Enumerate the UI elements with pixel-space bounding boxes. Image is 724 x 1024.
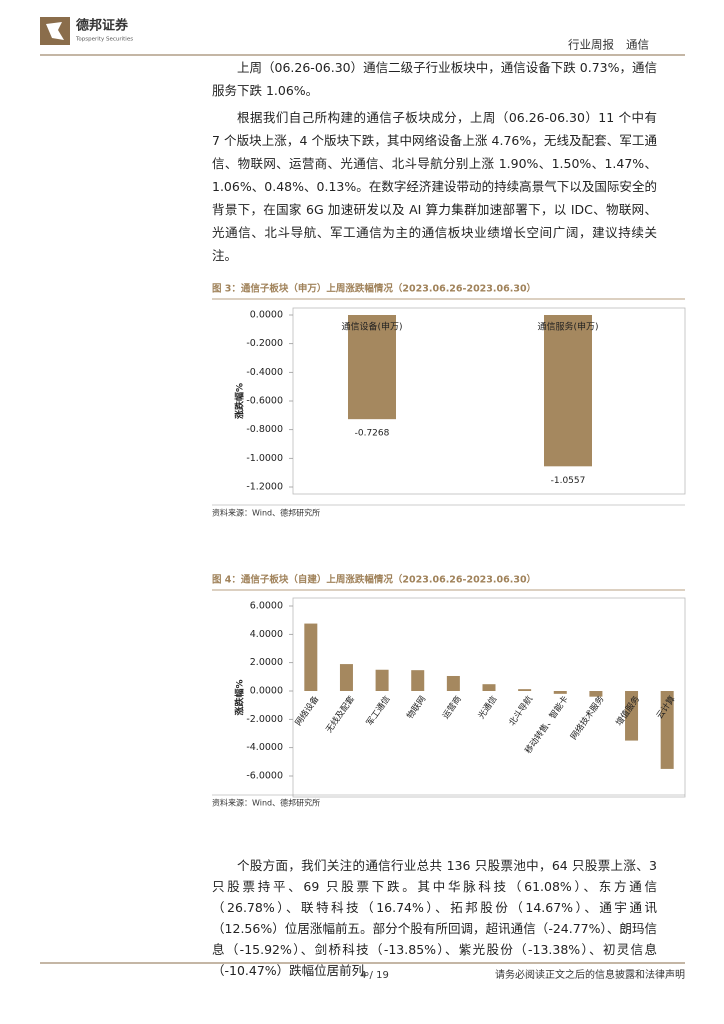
category-label: 网络技术服务 xyxy=(568,693,607,741)
bar xyxy=(482,684,496,691)
y-tick-label: -1.0000 xyxy=(246,453,283,464)
category-label: 北斗导航 xyxy=(507,693,536,728)
y-tick-label: -6.0000 xyxy=(246,771,283,782)
paragraph: 根据我们自己所构建的通信子板块成分，上周（06.26-06.30）11 个中有 … xyxy=(212,110,657,263)
y-tick-label: 4.0000 xyxy=(250,629,283,640)
y-axis-label: 涨跌幅% xyxy=(234,383,246,419)
y-tick-label: -0.2000 xyxy=(246,338,283,349)
bar xyxy=(339,664,353,691)
plot-frame xyxy=(292,597,686,798)
brand-en: Topsperity Securities xyxy=(75,37,133,43)
source: 资料来源：Wind、德邦研究所 xyxy=(212,508,320,518)
bar xyxy=(446,675,460,691)
y-tick-label: -4.0000 xyxy=(246,742,283,753)
category-label: 网络设备 xyxy=(293,693,322,728)
bar xyxy=(304,623,318,691)
bar xyxy=(589,691,603,697)
paragraph: 个股方面，我们关注的通信行业总共 136 只股票池中，64 只股票上涨、3 只股… xyxy=(212,858,657,978)
y-tick-label: 0.0000 xyxy=(250,310,283,321)
y-tick-label: 2.0000 xyxy=(250,657,283,668)
logo xyxy=(40,17,70,45)
category-label: 通信设备(申万) xyxy=(341,321,402,333)
bar xyxy=(518,689,532,691)
y-tick-label: -0.4000 xyxy=(246,367,283,378)
page-number: 4 / 19 xyxy=(360,970,389,981)
category-label: 无线及配套 xyxy=(324,693,358,735)
bar xyxy=(553,691,567,694)
report-type: 行业周报 xyxy=(568,38,614,52)
figure-title: 图 4：通信子板块（自建）上周涨跌幅情况（2023.06.26-2023.06.… xyxy=(212,574,536,586)
bar xyxy=(375,669,389,691)
category-label: 运营商 xyxy=(440,694,464,721)
category-label: 物联网 xyxy=(405,694,429,721)
y-tick-label: -2.0000 xyxy=(246,714,283,725)
bar xyxy=(660,691,674,769)
value-label: -0.7268 xyxy=(355,429,390,439)
paragraph: 上周（06.26-06.30）通信二级子行业板块中，通信设备下跌 0.73%，通… xyxy=(212,60,657,98)
bar xyxy=(625,691,639,741)
sector: 通信 xyxy=(626,38,649,52)
y-tick-label: -0.8000 xyxy=(246,424,283,435)
disclaimer: 请务必阅读正文之后的信息披露和法律声明 xyxy=(495,968,685,981)
bar xyxy=(348,315,396,420)
category-label: 通信服务(申万) xyxy=(537,321,598,333)
y-axis-label: 涨跌幅% xyxy=(234,679,246,715)
category-label: 军工通信 xyxy=(364,693,393,728)
figure-title: 图 3：通信子板块（申万）上周涨跌幅情况（2023.06.26-2023.06.… xyxy=(212,283,536,295)
category-label: 光通信 xyxy=(476,693,500,721)
y-tick-label: -1.2000 xyxy=(246,482,283,493)
y-tick-label: 6.0000 xyxy=(250,601,283,612)
bar xyxy=(544,315,592,467)
brand: 德邦证券 xyxy=(76,18,129,34)
y-tick-label: -0.6000 xyxy=(246,396,283,407)
value-label: -1.0557 xyxy=(551,476,586,486)
bar xyxy=(411,670,425,691)
y-tick-label: 0.0000 xyxy=(250,686,283,697)
source: 资料来源：Wind、德邦研究所 xyxy=(212,798,320,808)
logo-mark xyxy=(46,22,64,40)
